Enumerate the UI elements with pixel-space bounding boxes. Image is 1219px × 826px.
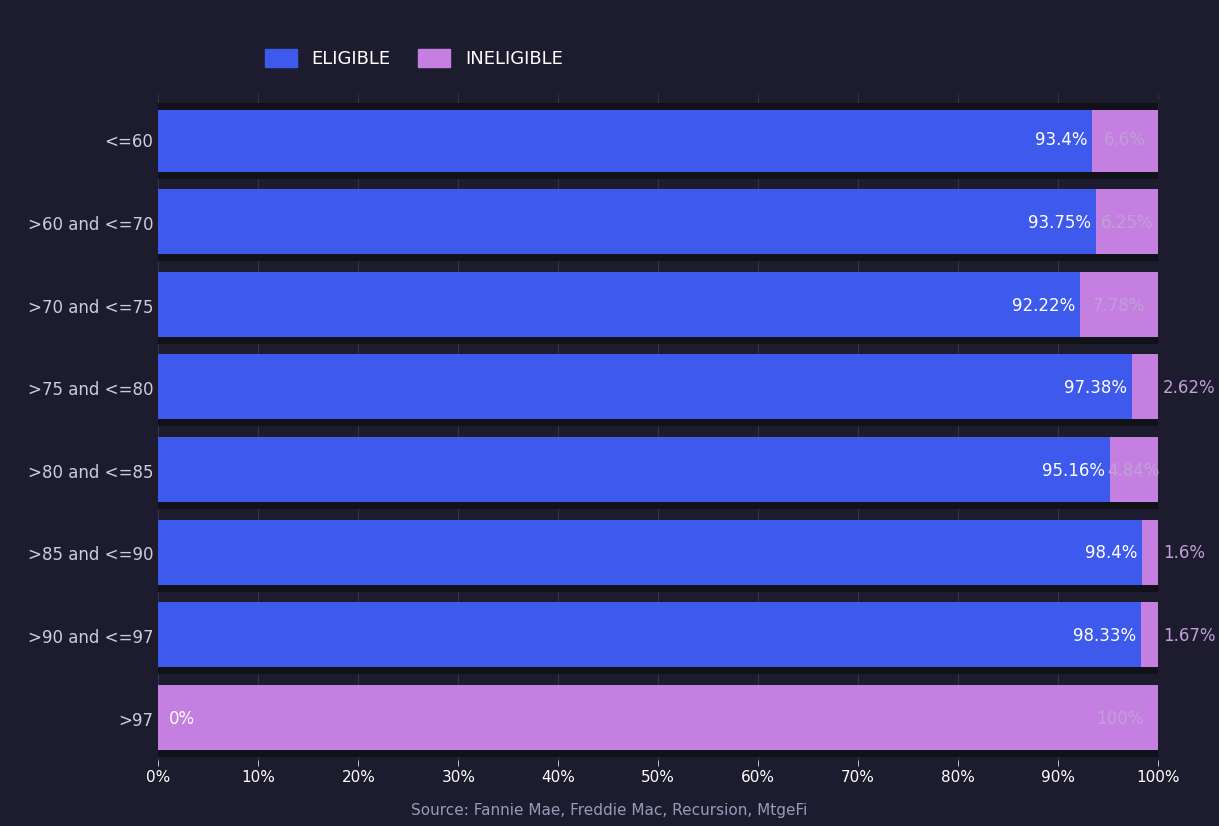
Text: 0%: 0% xyxy=(168,710,195,728)
Text: 98.4%: 98.4% xyxy=(1085,544,1137,563)
Bar xyxy=(158,520,1142,587)
Text: 98.33%: 98.33% xyxy=(1073,627,1136,645)
Bar xyxy=(1092,107,1158,174)
Text: 4.84%: 4.84% xyxy=(1108,462,1160,480)
Bar xyxy=(1142,520,1158,587)
Bar xyxy=(1080,272,1158,339)
Bar xyxy=(1109,437,1158,505)
Text: 92.22%: 92.22% xyxy=(1012,297,1075,315)
Bar xyxy=(1132,354,1158,422)
Text: 6.6%: 6.6% xyxy=(1104,131,1146,150)
Text: 93.4%: 93.4% xyxy=(1035,131,1087,150)
Text: 2.62%: 2.62% xyxy=(1163,379,1215,397)
Text: 100%: 100% xyxy=(1096,710,1143,728)
Legend: ELIGIBLE, INELIGIBLE: ELIGIBLE, INELIGIBLE xyxy=(257,42,569,75)
Bar xyxy=(158,107,1092,174)
Text: 97.38%: 97.38% xyxy=(1064,379,1126,397)
Bar xyxy=(158,685,1158,752)
Bar xyxy=(1141,602,1158,670)
Bar xyxy=(158,354,1132,422)
Text: Source: Fannie Mae, Freddie Mac, Recursion, MtgeFi: Source: Fannie Mae, Freddie Mac, Recursi… xyxy=(411,803,808,818)
Text: 6.25%: 6.25% xyxy=(1101,214,1153,232)
Bar xyxy=(158,437,1109,505)
Text: 7.78%: 7.78% xyxy=(1093,297,1146,315)
Bar xyxy=(158,272,1080,339)
Bar xyxy=(158,189,1096,257)
Text: 1.6%: 1.6% xyxy=(1163,544,1206,563)
Bar xyxy=(1096,189,1158,257)
Text: 93.75%: 93.75% xyxy=(1028,214,1091,232)
Bar xyxy=(158,602,1141,670)
Text: 95.16%: 95.16% xyxy=(1042,462,1104,480)
Text: 1.67%: 1.67% xyxy=(1163,627,1215,645)
